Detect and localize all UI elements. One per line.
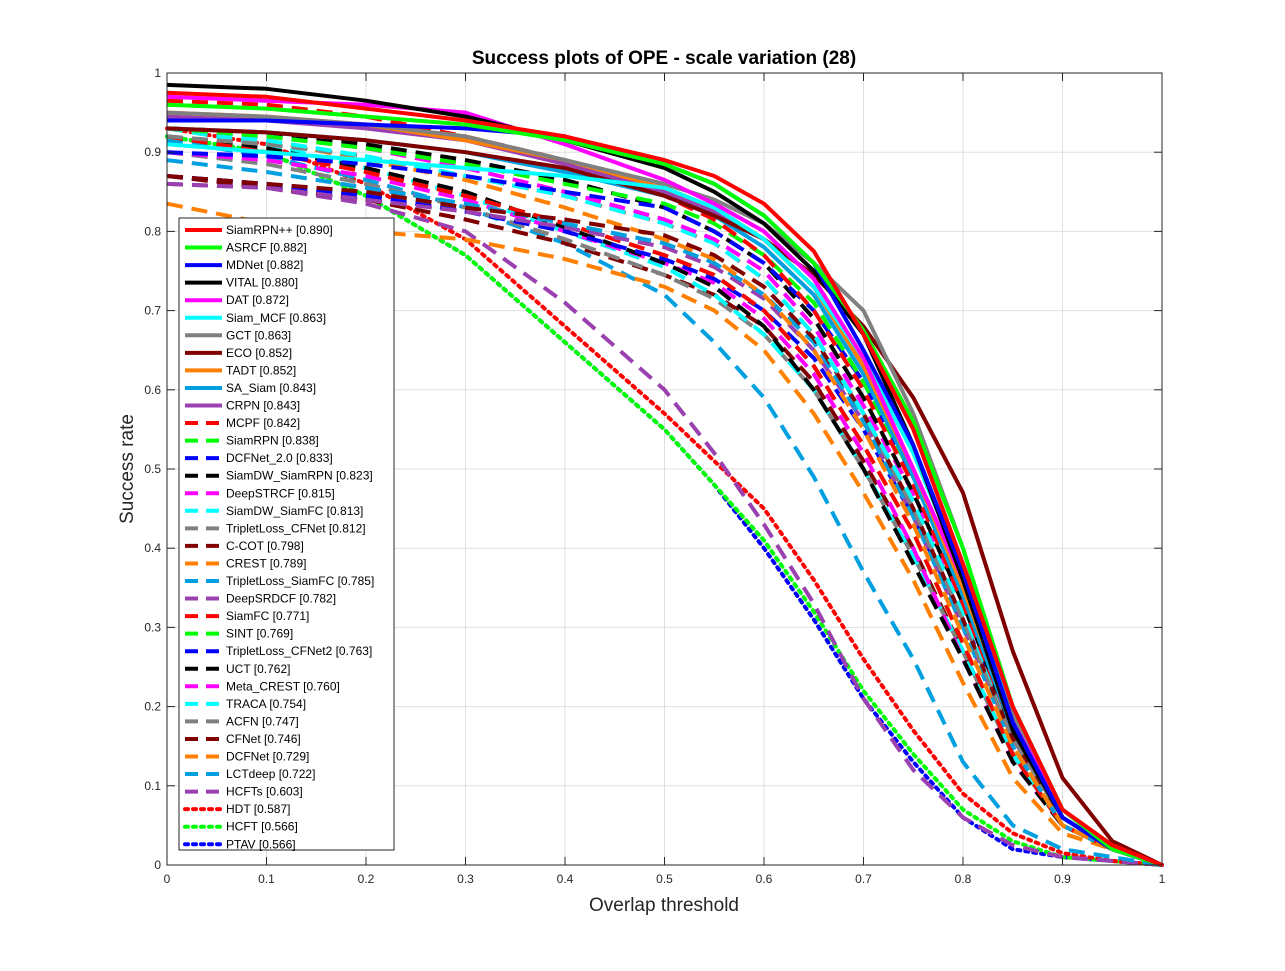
y-tick-label: 1	[154, 66, 161, 80]
legend-entry: DAT [0.872]	[226, 293, 289, 307]
legend: SiamRPN++ [0.890] ASRCF [0.882] MDNet [0.8…	[178, 217, 395, 851]
x-tick-label: 0.6	[756, 872, 773, 886]
legend-entry: TripletLoss_SiamFC [0.785]	[226, 574, 374, 588]
legend-entry: LCTdeep [0.722]	[226, 767, 315, 781]
y-tick-label: 0.6	[144, 383, 161, 397]
legend-entry: CRPN [0.843]	[226, 399, 300, 413]
legend-entry: HDT [0.587]	[226, 802, 290, 816]
series-line-siamfc	[166, 134, 1163, 867]
x-tick-label: 0.7	[855, 872, 872, 886]
legend-box	[178, 217, 395, 851]
y-tick-label: 0.3	[144, 620, 161, 634]
series-line-crest	[166, 126, 1163, 867]
y-tick-label: 0.5	[144, 462, 161, 476]
legend-entry: GCT [0.863]	[226, 328, 291, 342]
legend-entry: SiamDW_SiamRPN [0.823]	[226, 469, 373, 483]
series-line-dcfnet	[166, 201, 1163, 867]
x-tick-label: 0.2	[358, 872, 375, 886]
legend-entry: DeepSRDCF [0.782]	[226, 592, 336, 606]
y-axis-label: Success rate	[117, 414, 138, 524]
y-tick-label: 0.4	[144, 541, 161, 555]
legend-entry: ECO [0.852]	[226, 346, 292, 360]
legend-entry: TripletLoss_CFNet2 [0.763]	[226, 644, 372, 658]
x-tick-label: 0.1	[258, 872, 275, 886]
legend-entry: SiamFC [0.771]	[226, 609, 309, 623]
legend-entry: SiamRPN [0.838]	[226, 434, 319, 448]
x-tick-label: 0.4	[557, 872, 574, 886]
y-tick-label: 0.2	[144, 700, 161, 714]
legend-entry: ACFN [0.747]	[226, 714, 299, 728]
legend-entry: SiamRPN++ [0.890]	[226, 223, 333, 237]
y-tick-label: 0.9	[144, 145, 161, 159]
series-line-uct	[166, 134, 1163, 867]
legend-entry: TADT [0.852]	[226, 363, 296, 377]
x-tick-label: 0.3	[457, 872, 474, 886]
legend-entry: ASRCF [0.882]	[226, 241, 307, 255]
legend-entry: HCFT [0.566]	[226, 820, 298, 834]
x-tick-label: 0	[164, 872, 171, 886]
x-tick-label: 1	[1159, 872, 1166, 886]
legend-entry: MCPF [0.842]	[226, 416, 300, 430]
legend-entry: UCT [0.762]	[226, 662, 290, 676]
legend-entry: HCFTs [0.603]	[226, 785, 303, 799]
x-tick-label: 0.9	[1054, 872, 1071, 886]
series-line-hcfts	[166, 181, 1163, 867]
y-tick-label: 0.7	[144, 304, 161, 318]
legend-entry: TRACA [0.754]	[226, 697, 306, 711]
legend-entry: VITAL [0.880]	[226, 276, 298, 290]
y-tick-label: 0.8	[144, 224, 161, 238]
legend-entry: SiamDW_SiamFC [0.813]	[226, 504, 363, 518]
legend-entry: DCFNet_2.0 [0.833]	[226, 451, 333, 465]
legend-entry: DCFNet [0.729]	[226, 750, 309, 764]
legend-entry: DeepSTRCF [0.815]	[226, 486, 335, 500]
legend-entry: MDNet [0.882]	[226, 258, 303, 272]
legend-entry: Meta_CREST [0.760]	[226, 679, 340, 693]
legend-entry: Siam_MCF [0.863]	[226, 311, 326, 325]
series-layer	[165, 82, 1164, 867]
chart-title: Success plots of OPE - scale variation (…	[472, 48, 856, 69]
series-line-siamrpn-	[166, 90, 1163, 867]
y-tick-label: 0.1	[144, 779, 161, 793]
x-axis-label: Overlap threshold	[589, 895, 739, 916]
legend-entry: C-COT [0.798]	[226, 539, 304, 553]
legend-entry: SA_Siam [0.843]	[226, 381, 316, 395]
y-tick-label: 0	[154, 858, 161, 872]
x-tick-label: 0.5	[656, 872, 673, 886]
axis-ticks: 0 0.1 0.2 0.3 0.4 0.5 0.6 0.7 0.8 0.9 1 0 0.1 0.2 0.3 0…	[144, 66, 1165, 886]
legend-entry: CFNet [0.746]	[226, 732, 301, 746]
legend-entry: SINT [0.769]	[226, 627, 293, 641]
legend-entry: CREST [0.789]	[226, 556, 306, 570]
x-tick-label: 0.8	[955, 872, 972, 886]
legend-entry: TripletLoss_CFNet [0.812]	[226, 521, 366, 535]
legend-entry: PTAV [0.566]	[226, 837, 296, 851]
